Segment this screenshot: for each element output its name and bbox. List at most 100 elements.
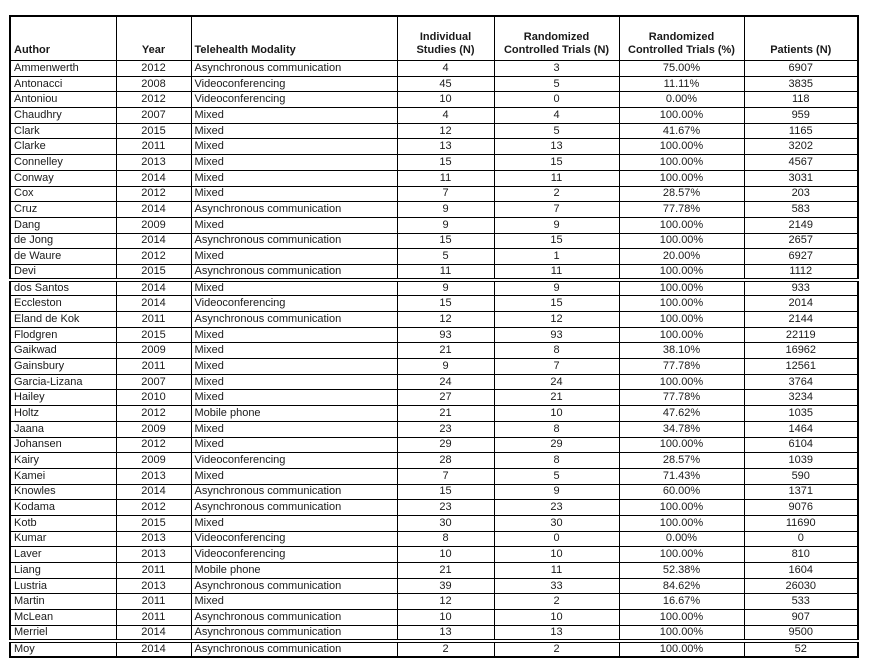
cell-rct_pct: 11.11% <box>618 75 745 93</box>
cell-author: Antonacci <box>9 75 117 93</box>
cell-author: Antoniou <box>9 91 117 109</box>
cell-rct_pct: 100.00% <box>618 278 745 297</box>
table-header: Author Year Telehealth Modality Individu… <box>9 15 859 61</box>
cell-modality: Videoconferencing <box>190 530 398 548</box>
cell-patients_n: 16962 <box>743 342 859 360</box>
cell-patients_n: 1604 <box>743 562 859 579</box>
cell-author: Clark <box>9 122 117 140</box>
cell-patients_n: 3234 <box>743 389 859 407</box>
table-row: Devi 2015 Asynchronous communication 11 11 10… <box>9 263 859 281</box>
cell-rct_n: 9 <box>493 216 620 234</box>
table-row: Ammenwerth 2012 Asynchronous communication… <box>9 60 859 77</box>
table-row: de Waure 2012 Mixed 5 1 20.00% 6927 <box>9 248 859 265</box>
cell-modality: Mixed <box>190 278 398 297</box>
table-row: Kairy 2009 Videoconferencing 28 8 28.57% 1039 <box>9 452 859 469</box>
cell-rct_pct: 100.00% <box>618 624 745 642</box>
table-row: Gainsbury 2011 Mixed 9 7 77.78% 12561 <box>9 358 859 375</box>
cell-year: 2012 <box>115 60 192 77</box>
table-row: Liang 2011 Mobile phone 21 11 52.38% 1604 <box>9 562 859 579</box>
cell-author: Kamei <box>9 467 117 485</box>
cell-modality: Asynchronous communication <box>190 60 398 77</box>
cell-author: McLean <box>9 609 117 626</box>
cell-rct_pct: 100.00% <box>618 311 745 328</box>
cell-year: 2011 <box>115 358 192 375</box>
cell-rct_n: 11 <box>493 263 620 281</box>
cell-rct_pct: 100.00% <box>618 326 745 344</box>
cell-year: 2013 <box>115 154 192 171</box>
cell-individual_studies_n: 9 <box>396 358 495 375</box>
cell-modality: Mixed <box>190 436 398 454</box>
cell-author: Jaana <box>9 420 117 438</box>
cell-year: 2011 <box>115 593 192 611</box>
cell-individual_studies_n: 15 <box>396 295 495 312</box>
cell-rct_n: 10 <box>493 546 620 563</box>
cell-modality: Videoconferencing <box>190 295 398 312</box>
cell-patients_n: 11690 <box>743 514 859 532</box>
cell-modality: Mixed <box>190 373 398 391</box>
cell-individual_studies_n: 21 <box>396 562 495 579</box>
cell-rct_n: 15 <box>493 295 620 312</box>
cell-year: 2014 <box>115 278 192 297</box>
cell-modality: Mixed <box>190 138 398 156</box>
cell-rct_pct: 28.57% <box>618 185 745 203</box>
cell-year: 2009 <box>115 420 192 438</box>
table-body: Ammenwerth 2012 Asynchronous communication… <box>9 60 859 658</box>
cell-rct_pct: 38.10% <box>618 342 745 360</box>
cell-year: 2011 <box>115 138 192 156</box>
cell-patients_n: 3202 <box>743 138 859 156</box>
column-header-patients-n: Patients (N) <box>743 15 859 61</box>
cell-modality: Mixed <box>190 216 398 234</box>
cell-rct_pct: 100.00% <box>618 232 745 250</box>
cell-author: Ammenwerth <box>9 60 117 77</box>
cell-year: 2012 <box>115 436 192 454</box>
cell-patients_n: 3764 <box>743 373 859 391</box>
cell-modality: Asynchronous communication <box>190 609 398 626</box>
table-row: Antonacci 2008 Videoconferencing 45 5 11.11% 3… <box>9 75 859 93</box>
cell-year: 2007 <box>115 373 192 391</box>
table-row: Lustria 2013 Asynchronous communication 39 3… <box>9 577 859 595</box>
cell-rct_pct: 60.00% <box>618 483 745 501</box>
cell-author: Gaikwad <box>9 342 117 360</box>
cell-patients_n: 9076 <box>743 499 859 516</box>
cell-rct_pct: 100.00% <box>618 295 745 312</box>
cell-individual_studies_n: 7 <box>396 185 495 203</box>
cell-modality: Asynchronous communication <box>190 232 398 250</box>
cell-individual_studies_n: 4 <box>396 107 495 124</box>
cell-rct_pct: 100.00% <box>618 263 745 281</box>
cell-year: 2014 <box>115 295 192 312</box>
cell-author: Connelley <box>9 154 117 171</box>
cell-rct_pct: 20.00% <box>618 248 745 265</box>
table-row: Clark 2015 Mixed 12 5 41.67% 1165 <box>9 122 859 140</box>
cell-year: 2009 <box>115 452 192 469</box>
cell-author: Lustria <box>9 577 117 595</box>
cell-author: de Jong <box>9 232 117 250</box>
cell-rct_n: 24 <box>493 373 620 391</box>
cell-rct_n: 7 <box>493 201 620 218</box>
cell-individual_studies_n: 15 <box>396 483 495 501</box>
cell-author: Cox <box>9 185 117 203</box>
cell-modality: Mixed <box>190 122 398 140</box>
cell-author: de Waure <box>9 248 117 265</box>
cell-modality: Asynchronous communication <box>190 638 398 658</box>
table-row: Cox 2012 Mixed 7 2 28.57% 203 <box>9 185 859 203</box>
table-row: Kamei 2013 Mixed 7 5 71.43% 590 <box>9 467 859 485</box>
cell-author: Moy <box>9 638 117 658</box>
table-row: McLean 2011 Asynchronous communication 10 10… <box>9 609 859 626</box>
cell-rct_n: 13 <box>493 624 620 642</box>
cell-individual_studies_n: 9 <box>396 216 495 234</box>
cell-modality: Videoconferencing <box>190 91 398 109</box>
cell-rct_pct: 47.62% <box>618 405 745 422</box>
cell-author: Laver <box>9 546 117 563</box>
table-row: Eland de Kok 2011 Asynchronous communicati… <box>9 311 859 328</box>
cell-rct_n: 2 <box>493 593 620 611</box>
cell-modality: Asynchronous communication <box>190 577 398 595</box>
cell-individual_studies_n: 15 <box>396 232 495 250</box>
cell-modality: Mixed <box>190 342 398 360</box>
cell-individual_studies_n: 10 <box>396 91 495 109</box>
cell-rct_pct: 100.00% <box>618 514 745 532</box>
cell-year: 2009 <box>115 216 192 234</box>
table-header-row: Author Year Telehealth Modality Individu… <box>9 15 859 61</box>
table-row: Laver 2013 Videoconferencing 10 10 100.00% 810 <box>9 546 859 563</box>
cell-patients_n: 6927 <box>743 248 859 265</box>
cell-patients_n: 12561 <box>743 358 859 375</box>
